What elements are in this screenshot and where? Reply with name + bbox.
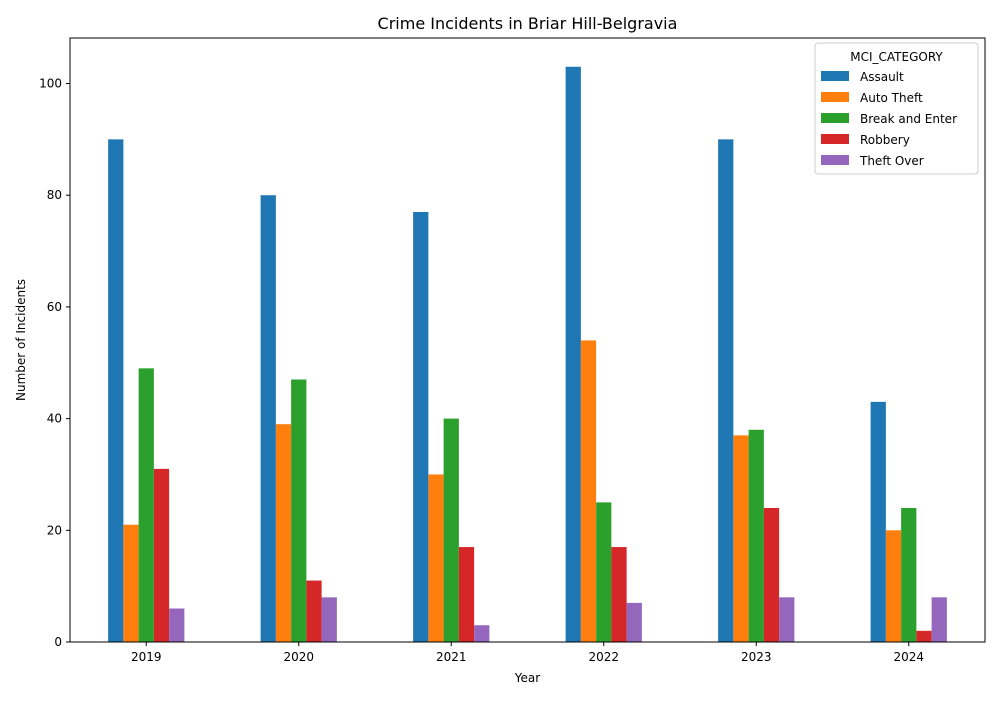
legend-label: Auto Theft	[860, 91, 923, 105]
y-axis: 0 20 40 60 80 100	[39, 77, 70, 649]
bar-theft-over-2024	[931, 597, 947, 642]
y-tick-label: 40	[47, 412, 62, 426]
bar-break-and-enter-2021	[443, 418, 459, 642]
plot-frame	[69, 37, 986, 643]
bar-robbery-2020	[306, 580, 322, 642]
bar-theft-over-2022	[626, 602, 642, 642]
chart-title: Crime Incidents in Briar Hill-Belgravia	[378, 14, 678, 33]
x-axis-label: Year	[514, 671, 540, 685]
x-tick-label: 2023	[741, 650, 772, 664]
y-tick-label: 20	[47, 523, 62, 537]
y-tick-label: 60	[47, 300, 62, 314]
bar-auto-theft-2022	[580, 340, 597, 642]
bar-break-and-enter-2019	[138, 368, 154, 642]
y-tick-label: 0	[54, 635, 62, 649]
legend-label: Robbery	[860, 133, 910, 147]
legend-swatch	[821, 71, 849, 81]
bar-auto-theft-2020	[275, 424, 292, 642]
bar-break-and-enter-2023	[748, 429, 764, 642]
bar-robbery-2023	[763, 507, 780, 642]
bar-theft-over-2020	[321, 597, 337, 642]
plot-area	[69, 37, 986, 643]
bar-robbery-2022	[611, 547, 627, 642]
bar-robbery-2019	[153, 468, 170, 642]
x-tick-label: 2020	[283, 650, 314, 664]
bar-theft-over-2019	[169, 608, 185, 642]
x-tick-label: 2024	[893, 650, 924, 664]
y-tick-label: 80	[47, 188, 62, 202]
bar-theft-over-2021	[474, 625, 490, 642]
bar-auto-theft-2021	[428, 474, 444, 642]
bar-assault-2020	[260, 195, 276, 642]
bar-assault-2022	[565, 66, 581, 642]
x-axis: 2019 2020 2021 2022 2023 2024	[131, 642, 924, 664]
y-tick-label: 100	[39, 77, 62, 91]
bar-break-and-enter-2024	[901, 507, 917, 642]
legend-swatch	[821, 113, 849, 123]
x-tick-label: 2021	[436, 650, 467, 664]
x-tick-label: 2019	[131, 650, 162, 664]
x-tick-label: 2022	[588, 650, 619, 664]
bar-assault-2021	[413, 211, 429, 642]
legend-swatch	[821, 155, 849, 165]
legend-title: MCI_CATEGORY	[850, 50, 943, 64]
legend-label: Break and Enter	[860, 112, 957, 126]
bar-auto-theft-2023	[733, 435, 749, 642]
y-axis-label: Number of Incidents	[14, 279, 28, 401]
bar-auto-theft-2024	[885, 530, 902, 642]
legend-label: Assault	[860, 70, 904, 84]
legend-swatch	[821, 134, 849, 144]
bar-break-and-enter-2020	[291, 379, 307, 642]
bar-assault-2023	[718, 139, 734, 642]
legend-items: Assault Auto Theft Break and Enter Robbery T…	[821, 70, 957, 168]
bar-robbery-2024	[916, 630, 932, 642]
legend-frame	[814, 42, 979, 175]
bar-auto-theft-2019	[123, 524, 139, 642]
bar-assault-2019	[108, 139, 124, 642]
legend-label: Theft Over	[859, 154, 924, 168]
legend: MCI_CATEGORY Assault Auto Theft Break and …	[814, 42, 979, 175]
legend-swatch	[821, 92, 849, 102]
bar-theft-over-2023	[779, 597, 795, 642]
bar-assault-2024	[870, 401, 886, 642]
bar-robbery-2021	[458, 547, 475, 642]
bar-break-and-enter-2022	[596, 502, 612, 642]
